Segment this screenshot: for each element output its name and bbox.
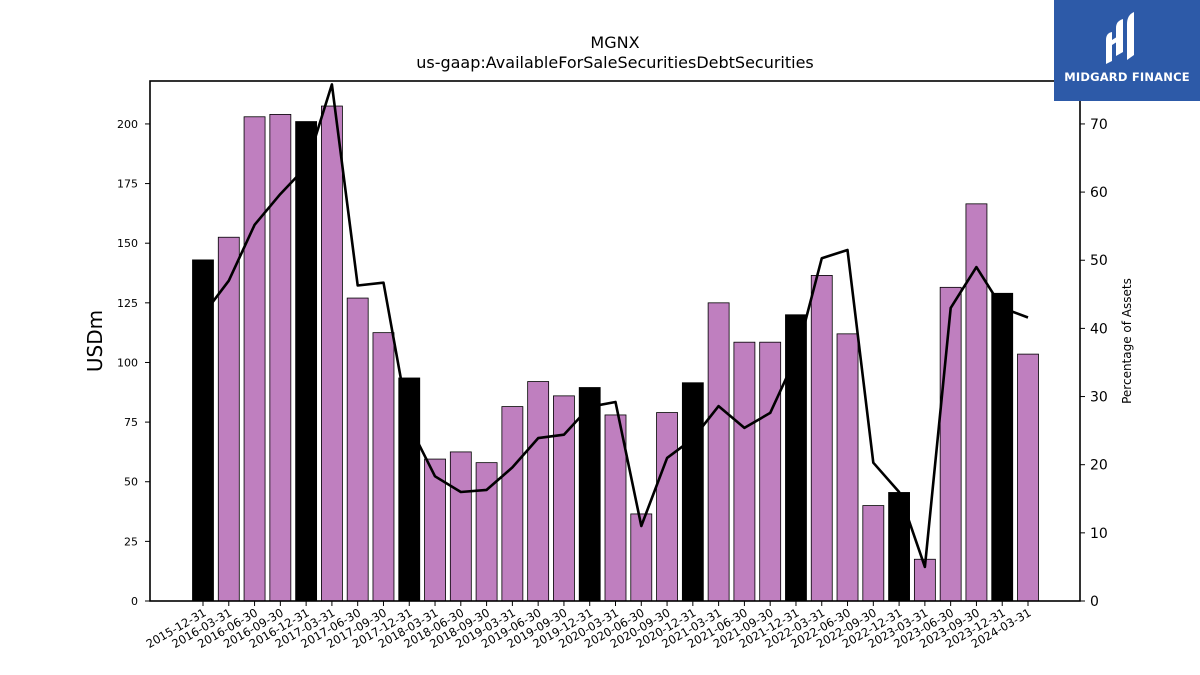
y2-axis-label: Percentage of Assets [1120, 278, 1134, 404]
bar-2021-06-30 [733, 341, 756, 602]
y2-tick-label-20: 20 [1090, 458, 1108, 474]
chart-title: MGNX [590, 33, 640, 52]
bar-2023-06-30 [939, 286, 962, 602]
chart-subtitle: us-gaap:AvailableForSaleSecuritiesDebtSe… [416, 53, 814, 72]
percentage-line-path [201, 83, 1029, 569]
y-tick-label-150: 150 [117, 237, 138, 250]
bar-2017-12-31 [398, 377, 421, 602]
bar-2019-12-31 [578, 387, 601, 602]
y2-tick-label-10: 10 [1090, 526, 1108, 542]
y-tick-label-200: 200 [117, 118, 138, 131]
logo-text: MIDGARD FINANCE [1064, 70, 1190, 84]
bar-2017-06-30 [346, 297, 369, 602]
y2-tick-label-40: 40 [1090, 321, 1108, 337]
y-tick-label-25: 25 [124, 535, 138, 548]
y-tick-label-125: 125 [117, 297, 138, 310]
bar-2016-06-30 [243, 116, 266, 602]
percentage-line [201, 83, 1029, 569]
bar-2020-09-30 [656, 412, 678, 602]
y2-tick-label-50: 50 [1090, 253, 1108, 269]
y2-tick-label-30: 30 [1090, 390, 1108, 406]
bar-2023-09-30 [965, 203, 988, 602]
midgard-finance-logo: MIDGARD FINANCE [1054, 0, 1200, 101]
y-tick-label-75: 75 [124, 416, 138, 429]
bar-2021-03-31 [707, 302, 730, 602]
bar-2024-03-31 [1017, 353, 1039, 602]
bar-2016-12-31 [295, 121, 318, 602]
y-tick-label-50: 50 [124, 476, 138, 489]
y-tick-label-100: 100 [117, 356, 138, 369]
bar-2021-09-30 [759, 341, 782, 602]
bar-2017-09-30 [372, 332, 395, 602]
bar-2017-03-31 [321, 105, 343, 602]
y-axis-label: USDm [83, 310, 107, 372]
bar-2022-12-31 [888, 492, 910, 602]
y-tick-label-0: 0 [131, 595, 138, 608]
y2-tick-label-0: 0 [1090, 594, 1099, 610]
y2-tick-label-60: 60 [1090, 185, 1108, 201]
bar-2023-12-31 [991, 292, 1014, 602]
bar-2019-03-31 [501, 406, 524, 602]
bar-2022-09-30 [862, 505, 885, 602]
y2-tick-label-70: 70 [1090, 117, 1108, 133]
bar-2022-03-31 [810, 275, 833, 602]
bar-2020-12-31 [681, 382, 704, 602]
logo-mark-icon [1106, 12, 1134, 64]
bar-2019-06-30 [527, 381, 550, 602]
bar-2018-06-30 [449, 451, 472, 602]
bar-2022-06-30 [836, 333, 859, 602]
bar-2015-12-31 [192, 259, 214, 602]
y-tick-label-175: 175 [117, 178, 138, 191]
